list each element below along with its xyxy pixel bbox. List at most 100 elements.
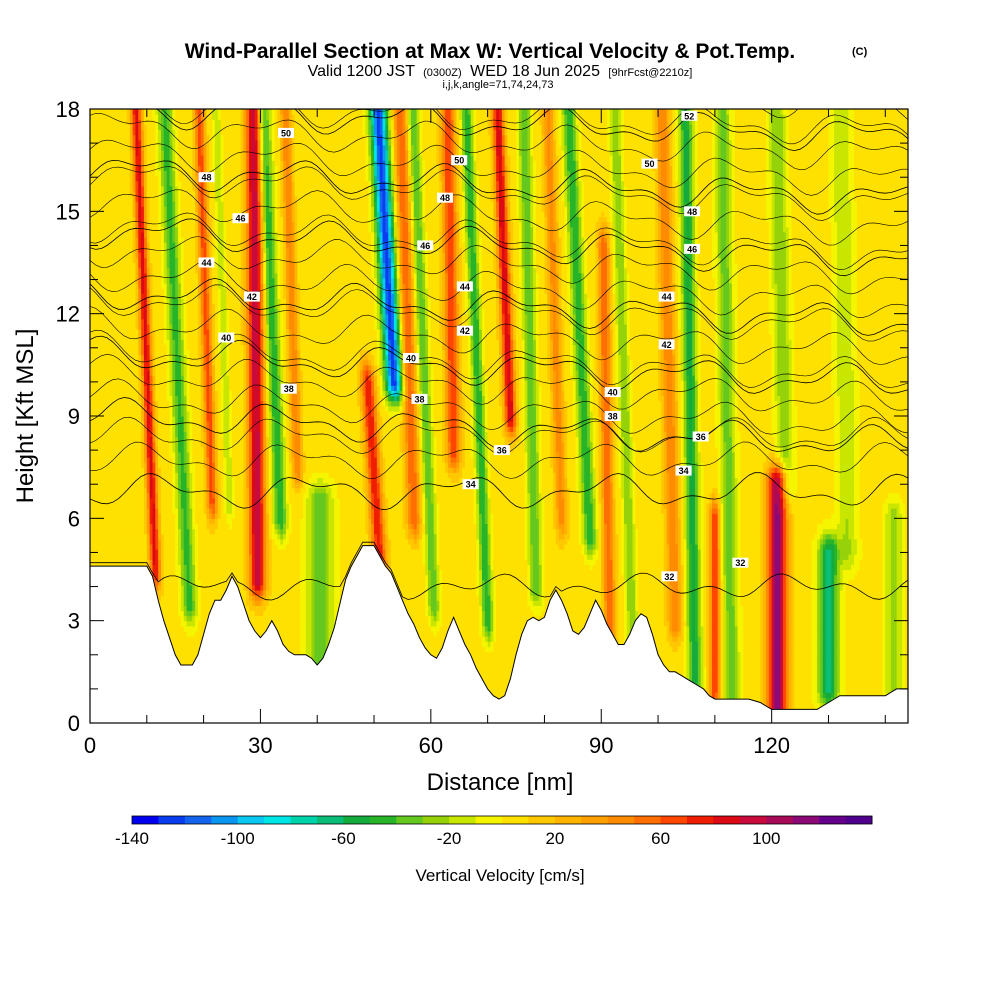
velocity-cell: [109, 487, 114, 494]
velocity-cell: [112, 242, 117, 248]
velocity-cell: [90, 543, 94, 550]
velocity-cell: [104, 528, 108, 535]
velocity-cell: [124, 139, 128, 146]
velocity-cell: [90, 441, 94, 448]
velocity-cell: [92, 334, 97, 340]
velocity-cell: [92, 144, 97, 151]
velocity-cell: [112, 272, 117, 279]
velocity-cell: [109, 446, 114, 453]
velocity-cell: [104, 201, 108, 207]
velocity-cell: [115, 528, 119, 535]
velocity-cell: [109, 482, 114, 489]
velocity-cell: [101, 549, 105, 555]
velocity-cell: [104, 467, 108, 473]
velocity-cell: [109, 201, 114, 207]
velocity-cell: [121, 436, 125, 443]
velocity-cell: [115, 109, 119, 115]
velocity-cell: [115, 523, 119, 530]
velocity-cell: [90, 533, 94, 540]
velocity-cell: [90, 160, 94, 166]
velocity-cell: [98, 446, 102, 453]
velocity-cell: [118, 339, 122, 345]
velocity-cell: [104, 211, 108, 218]
velocity-cell: [129, 364, 134, 371]
velocity-cell: [109, 139, 114, 146]
velocity-cell: [124, 518, 128, 525]
velocity-cell: [104, 334, 108, 340]
velocity-cell: [90, 354, 94, 361]
velocity-cell: [101, 364, 105, 371]
velocity-cell: [124, 400, 128, 407]
velocity-cell: [115, 380, 119, 386]
velocity-cell: [112, 144, 117, 151]
subtitle-line: Valid 1200 JST (0300Z) WED 18 Jun 2025 […: [308, 63, 693, 80]
velocity-cell: [104, 487, 108, 494]
velocity-cell: [126, 211, 131, 218]
velocity-cell: [92, 175, 97, 182]
velocity-cell: [90, 242, 94, 248]
velocity-cell: [98, 441, 102, 448]
velocity-cell: [107, 508, 111, 514]
velocity-cell: [101, 543, 105, 550]
velocity-cell: [92, 329, 97, 335]
velocity-cell: [98, 339, 102, 345]
velocity-cell: [101, 242, 105, 248]
velocity-cell: [115, 364, 119, 371]
velocity-cell: [121, 385, 125, 392]
velocity-cell: [112, 339, 117, 345]
velocity-cell: [115, 508, 119, 514]
velocity-cell: [109, 185, 114, 192]
velocity-cell: [109, 318, 114, 325]
velocity-cell: [92, 149, 97, 156]
velocity-cell: [129, 462, 134, 468]
velocity-cell: [92, 206, 97, 212]
velocity-cell: [109, 160, 114, 166]
velocity-cell: [90, 385, 94, 392]
velocity-cell: [90, 528, 94, 535]
velocity-cell: [121, 323, 125, 330]
velocity-cell: [101, 446, 105, 453]
velocity-cell: [129, 349, 134, 356]
velocity-cell: [112, 492, 117, 499]
velocity-cell: [121, 462, 125, 468]
velocity-cell: [112, 390, 117, 397]
velocity-cell: [112, 416, 117, 422]
velocity-cell: [124, 201, 128, 207]
velocity-cell: [121, 288, 125, 294]
velocity-cell: [124, 272, 128, 279]
velocity-cell: [101, 114, 105, 120]
velocity-cell: [126, 298, 131, 305]
velocity-cell: [126, 334, 131, 340]
velocity-cell: [101, 257, 105, 264]
velocity-cell: [121, 426, 125, 432]
velocity-cell: [107, 221, 111, 228]
velocity-cell: [95, 390, 100, 397]
velocity-cell: [115, 533, 119, 540]
velocity-cell: [115, 190, 119, 197]
velocity-cell: [95, 482, 100, 489]
velocity-cell: [129, 288, 134, 294]
velocity-cell: [129, 497, 134, 504]
velocity-cell: [98, 390, 102, 397]
velocity-cell: [115, 385, 119, 392]
velocity-cell: [98, 170, 102, 177]
velocity-cell: [112, 221, 117, 228]
velocity-cell: [90, 559, 94, 565]
velocity-cell: [95, 272, 100, 279]
velocity-cell: [101, 462, 105, 468]
velocity-cell: [112, 180, 117, 187]
velocity-cell: [124, 114, 128, 120]
velocity-cell: [129, 369, 134, 376]
velocity-cell: [115, 472, 119, 478]
velocity-cell: [107, 170, 111, 177]
velocity-cell: [129, 277, 134, 284]
velocity-cell: [115, 323, 119, 330]
velocity-cell: [92, 221, 97, 228]
velocity-cell: [121, 201, 125, 207]
velocity-cell: [95, 462, 100, 468]
velocity-cell: [129, 554, 134, 560]
velocity-cell: [104, 380, 108, 386]
velocity-cell: [104, 262, 108, 269]
velocity-cell: [118, 257, 122, 264]
velocity-cell: [90, 364, 94, 371]
